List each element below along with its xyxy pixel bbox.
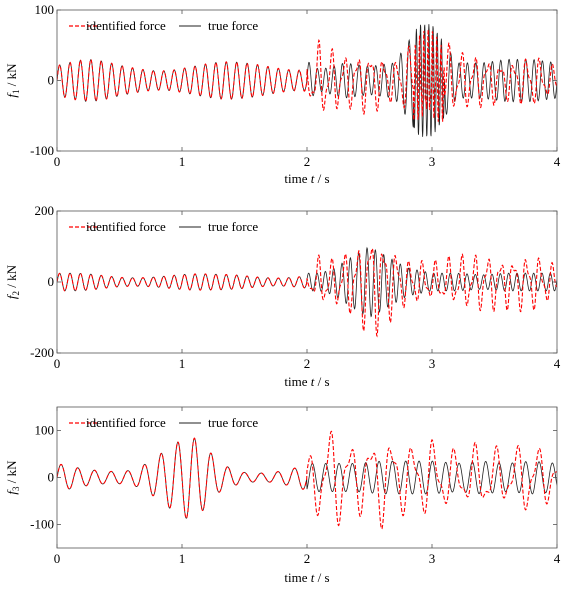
series-identified-force-line: [57, 247, 557, 338]
x-tick-label: 3: [429, 356, 436, 371]
y-axis-title-unit: / kN: [4, 264, 19, 291]
legend: identified force true force: [69, 415, 258, 430]
y-axis-title: f2 / kN: [4, 264, 21, 299]
x-axis-title: time t / s: [284, 570, 329, 585]
x-tick-label: 1: [179, 356, 186, 371]
x-tick-label: 1: [179, 154, 186, 169]
x-axis-title: time t / s: [284, 374, 329, 389]
legend: identified force true force: [69, 219, 258, 234]
x-axis-title-pre: time: [284, 570, 310, 585]
y-axis-title: f1 / kN: [4, 63, 21, 98]
x-axis-title-var: t: [311, 171, 315, 186]
y-axis-title-var: f: [4, 92, 19, 98]
x-tick-label: 4: [554, 154, 561, 169]
legend-label-identified-force: identified force: [86, 18, 166, 33]
x-tick-label: 3: [429, 154, 436, 169]
x-tick-label: 0: [54, 154, 61, 169]
y-tick-label: 0: [48, 470, 55, 485]
x-tick-label: 1: [179, 551, 186, 566]
x-tick-label: 2: [304, 356, 311, 371]
x-tick-label: 2: [304, 551, 311, 566]
y-axis-title: f3 / kN: [4, 460, 21, 495]
x-tick-label: 2: [304, 154, 311, 169]
x-tick-label: 0: [54, 551, 61, 566]
y-tick-label: 200: [35, 203, 55, 218]
legend-label-identified-force: identified force: [86, 415, 166, 430]
x-tick-label: 4: [554, 356, 561, 371]
y-axis-title-unit: / kN: [4, 460, 19, 487]
series-identified-force-line: [57, 29, 557, 122]
x-axis-title-unit: / s: [314, 570, 329, 585]
y-tick-label: 100: [35, 2, 55, 17]
legend-label-true-force: true force: [208, 415, 258, 430]
x-axis-title: time t / s: [284, 171, 329, 186]
y-axis-title-unit: / kN: [4, 63, 19, 90]
y-axis-title-var: f: [4, 293, 19, 299]
x-axis-title-unit: / s: [314, 374, 329, 389]
x-tick-label: 0: [54, 356, 61, 371]
legend-label-true-force: true force: [208, 219, 258, 234]
plot-area: [57, 24, 557, 137]
x-axis-title-pre: time: [284, 171, 310, 186]
y-axis-title-sub: 3: [11, 486, 21, 491]
legend: identified force true force: [69, 18, 258, 33]
y-axis-title-sub: 1: [11, 89, 21, 94]
y-tick-label: -100: [30, 143, 54, 158]
y-axis-title-sub: 2: [11, 291, 21, 296]
x-tick-label: 4: [554, 551, 561, 566]
x-tick-label: 3: [429, 551, 436, 566]
x-axis-title-unit: / s: [314, 171, 329, 186]
y-tick-label: 100: [35, 423, 55, 438]
y-tick-label: 0: [48, 73, 55, 88]
plot-area: [57, 246, 557, 338]
plot-area: [57, 430, 557, 530]
y-tick-label: -100: [30, 517, 54, 532]
legend-label-true-force: true force: [208, 18, 258, 33]
y-tick-label: -200: [30, 345, 54, 360]
legend-label-identified-force: identified force: [86, 219, 166, 234]
y-axis-title-var: f: [4, 489, 19, 495]
series-identified-force-line: [57, 430, 557, 530]
x-axis-title-var: t: [311, 374, 315, 389]
x-axis-title-var: t: [311, 570, 315, 585]
y-tick-label: 0: [48, 274, 55, 289]
x-axis-title-pre: time: [284, 374, 310, 389]
